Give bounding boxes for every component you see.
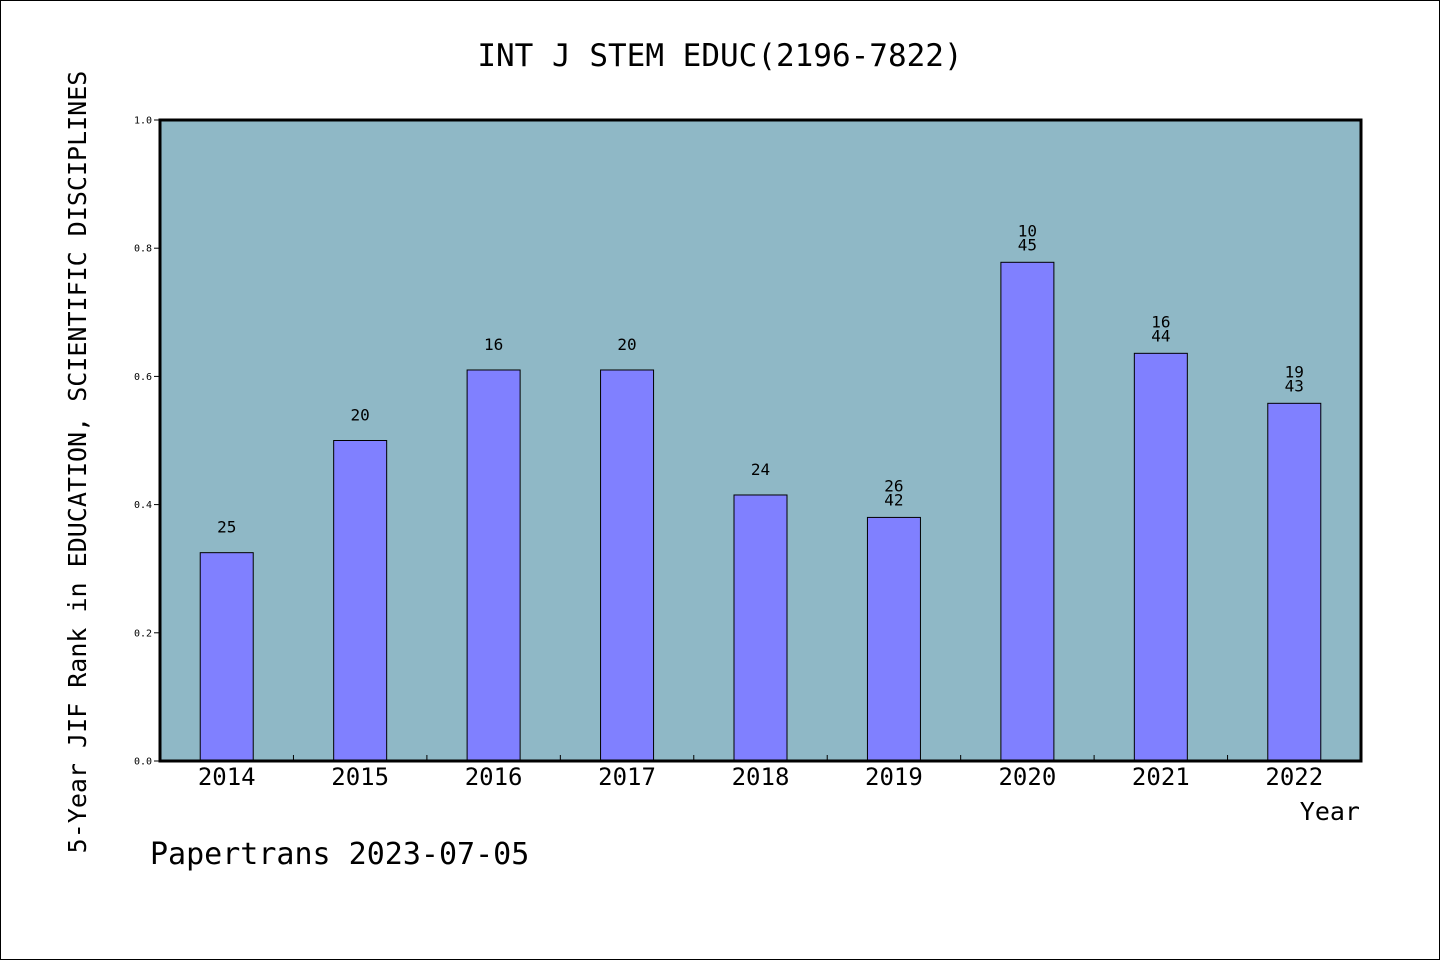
data-label: 20	[351, 406, 370, 425]
bar	[466, 369, 521, 762]
data-label: 20	[617, 335, 636, 354]
y-tick-label: 1.0	[134, 116, 152, 127]
y-tick-label: 0.2	[134, 628, 152, 639]
x-tick-label: 2022	[1265, 763, 1323, 791]
bar	[199, 552, 254, 762]
bar	[1000, 261, 1055, 762]
chart-title: INT J STEM EDUC(2196-7822)	[477, 38, 962, 74]
bar	[1267, 402, 1322, 762]
data-label: 10	[1018, 221, 1037, 240]
bar	[733, 494, 788, 762]
bar	[1133, 352, 1188, 762]
x-tick-label: 2020	[998, 763, 1056, 791]
data-label: 42	[884, 490, 903, 509]
y-tick-label: 0.4	[134, 500, 152, 511]
plot-border	[158, 118, 1363, 763]
y-tick-label: 0.6	[134, 372, 152, 383]
x-tick-label: 2014	[198, 763, 256, 791]
data-label: 26	[884, 476, 903, 495]
y-axis-label: 5-Year JIF Rank in EDUCATION, SCIENTIFIC…	[63, 71, 92, 854]
data-label: 44	[1151, 326, 1170, 345]
data-label: 25	[217, 518, 236, 537]
x-tick-label: 2018	[732, 763, 790, 791]
data-label: 43	[1285, 376, 1304, 395]
data-label: 24	[751, 460, 770, 479]
y-tick-label: 0.0	[134, 757, 152, 768]
data-label: 16	[484, 335, 503, 354]
x-tick-label: 2015	[331, 763, 389, 791]
x-tick-label: 2017	[598, 763, 656, 791]
data-label: 19	[1285, 362, 1304, 381]
y-tick-label: 0.8	[134, 244, 152, 255]
x-tick-label: 2019	[865, 763, 923, 791]
x-axis-label: Year	[1300, 797, 1360, 826]
bar	[600, 369, 655, 762]
bar	[866, 516, 921, 762]
x-tick-label: 2016	[465, 763, 523, 791]
data-label: 45	[1018, 235, 1037, 254]
bar	[333, 440, 388, 762]
footer-text: Papertrans 2023-07-05	[150, 837, 529, 872]
x-tick-label: 2021	[1132, 763, 1190, 791]
data-label: 16	[1151, 312, 1170, 331]
